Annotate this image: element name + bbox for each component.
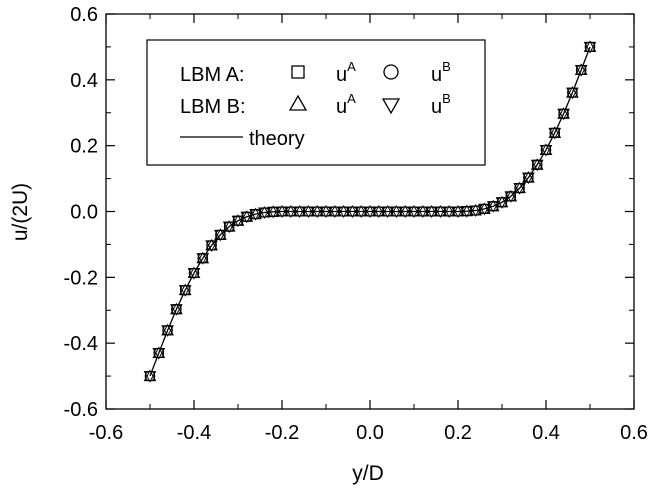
- lbm-b-ub-point: [354, 206, 368, 219]
- legend-circle-marker: [383, 64, 399, 80]
- lbm-b-ub-point: [442, 206, 456, 219]
- lbm-b-ub-point: [170, 304, 183, 316]
- legend-triangle-up-marker: [288, 94, 308, 111]
- lbm-b-ub-point: [583, 41, 597, 54]
- legend-u-b-text: uB: [431, 91, 451, 118]
- legend-box: [146, 39, 486, 166]
- axis-ticks: [105, 13, 635, 410]
- lbm-b-ub-point: [275, 206, 289, 219]
- lbm-b-ub-point: [478, 203, 491, 216]
- legend-u-base: u: [336, 96, 347, 118]
- lbm-b-ub-point: [337, 206, 350, 219]
- theory-line: [149, 46, 591, 377]
- lbm-b-ub-point: [548, 127, 562, 140]
- lbm-b-ub-point: [425, 206, 438, 219]
- lbm-b-ub-point: [372, 206, 386, 219]
- lbm-b-ub-point: [187, 268, 201, 280]
- lbm-b-ub-point: [205, 240, 218, 252]
- lbm-b-ub-point: [363, 206, 377, 219]
- lbm-b-ub-point: [398, 206, 412, 219]
- legend: LBM A: uA uB LBM B: uA uB theory: [146, 39, 486, 166]
- lbm-b-ub-point: [416, 206, 430, 219]
- y-tick-label: 0.6: [70, 4, 98, 26]
- lbm-b-ub-point: [143, 371, 157, 383]
- lbm-b-ub-point: [302, 206, 315, 219]
- lbm-b-ub-point: [161, 325, 174, 337]
- lbm-b-ub-point: [451, 206, 465, 219]
- x-tick-label: 0.0: [356, 422, 384, 444]
- lbm-b-ub-point: [328, 206, 342, 219]
- lbm-b-ub-point: [557, 108, 570, 121]
- plot-marks: [143, 40, 597, 383]
- lbm-b-ub-point: [310, 206, 324, 219]
- legend-row-lbm-b-label: LBM B:: [180, 96, 246, 118]
- x-axis-label: y/D: [352, 462, 384, 485]
- lbm-b-ub-point: [407, 206, 421, 219]
- legend-sup-b: B: [442, 91, 451, 106]
- x-tick-label: 0.4: [532, 422, 560, 444]
- lbm-b-ub-point: [434, 206, 447, 219]
- y-tick-label: -0.2: [64, 267, 98, 289]
- lbm-b-ub-point: [504, 191, 518, 203]
- lbm-b-ub-point: [566, 87, 579, 100]
- legend-sup-b: B: [442, 59, 451, 74]
- lbm-b-ub-point: [240, 211, 254, 224]
- legend-u-b-text: uB: [431, 59, 451, 86]
- legend-u-a-text: uA: [336, 91, 356, 118]
- y-tick-label: -0.6: [64, 399, 98, 421]
- y-tick-label: 0.0: [70, 202, 98, 224]
- legend-square-marker: [291, 65, 305, 79]
- y-tick-label: -0.4: [64, 333, 98, 355]
- lbm-b-ub-point: [178, 285, 192, 297]
- x-tick-label: -0.2: [265, 422, 299, 444]
- lbm-b-ub-point: [390, 206, 403, 219]
- lbm-b-ub-point: [469, 205, 482, 218]
- legend-sup-a: A: [347, 59, 356, 74]
- lbm-b-ub-point: [381, 206, 394, 219]
- lbm-b-ub-point: [266, 206, 280, 219]
- x-tick-label: -0.6: [89, 422, 123, 444]
- lbm-b-ub-point: [293, 206, 306, 219]
- tick-labels: -0.6 -0.4 -0.2 0.0 0.2 0.4 0.6 -0.6 -0.4 -0.2 0.0 0…: [64, 4, 648, 444]
- lbm-b-ub-point: [249, 209, 262, 221]
- lbm-b-ub-point: [574, 64, 588, 77]
- legend-u-base: u: [431, 64, 442, 86]
- lbm-b-ub-point: [486, 201, 500, 213]
- lbm-b-ub-point: [495, 197, 509, 209]
- y-tick-label: 0.4: [70, 70, 98, 92]
- lbm-b-ub-point: [522, 172, 535, 185]
- lbm-b-ub-point: [222, 221, 236, 234]
- x-tick-label: 0.2: [444, 422, 472, 444]
- legend-sup-a: A: [347, 91, 356, 106]
- lbm-b-ub-point: [214, 229, 227, 242]
- lbm-b-ub-point: [346, 206, 359, 219]
- legend-u-base: u: [431, 96, 442, 118]
- lbm-b-ub-point: [284, 206, 298, 219]
- lbm-b-ub-point: [530, 159, 544, 172]
- lbm-b-ub-point: [196, 253, 210, 265]
- lbm-b-ub-point: [258, 207, 271, 220]
- lbm-b-ub-point: [231, 215, 245, 228]
- legend-u-base: u: [336, 64, 347, 86]
- legend-triangle-down-marker: [381, 98, 401, 115]
- y-tick-label: 0.2: [70, 136, 98, 158]
- lbm-b-ub-point: [460, 206, 474, 218]
- y-axis-label: u/(2U): [9, 183, 32, 241]
- lbm-b-ub-point: [319, 206, 333, 219]
- lbm-b-ub-point: [513, 183, 526, 195]
- lbm-b-ub-point: [539, 144, 553, 157]
- lbm-b-ub-point: [152, 348, 166, 360]
- legend-theory-label: theory: [249, 128, 305, 150]
- legend-u-a-text: uA: [336, 59, 356, 86]
- x-tick-label: -0.4: [177, 422, 211, 444]
- legend-row-lbm-a-label: LBM A:: [180, 64, 244, 86]
- x-tick-label: 0.6: [620, 422, 648, 444]
